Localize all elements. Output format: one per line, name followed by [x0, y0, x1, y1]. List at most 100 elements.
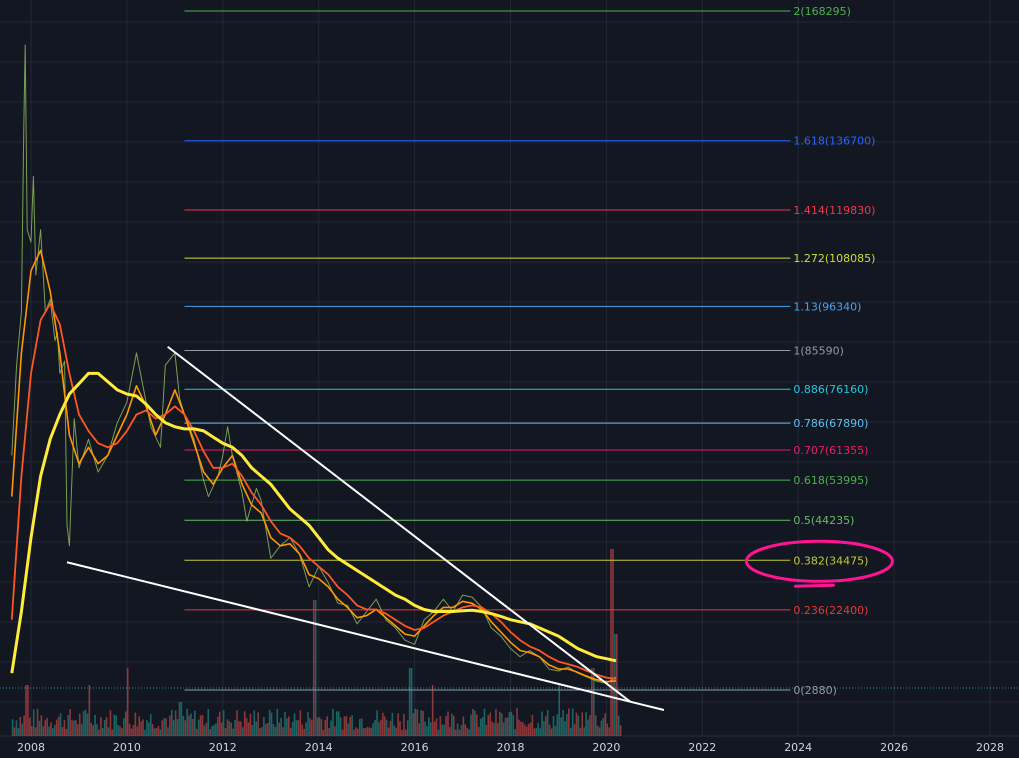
volume-bar [268, 709, 271, 736]
volume-bar [558, 685, 561, 736]
volume-bar [589, 715, 591, 736]
volume-bar [274, 727, 277, 736]
volume-bar [447, 711, 449, 736]
volume-bar [115, 715, 117, 736]
volume-bar [393, 725, 396, 736]
x-tick-label: 2008 [17, 741, 45, 754]
volume-bar [84, 709, 87, 736]
volume-bar [257, 712, 259, 736]
volume-bar [94, 714, 96, 736]
volume-bar [489, 712, 492, 736]
volume-bar [429, 722, 432, 736]
volume-bar [266, 722, 269, 736]
volume-bar [615, 634, 618, 736]
volume-bar [27, 685, 29, 736]
volume-bar [203, 725, 206, 736]
volume-bar [614, 634, 616, 736]
fib-level-label: 1.618(136700) [793, 135, 875, 148]
volume-bar [405, 729, 407, 736]
volume-bar [86, 713, 89, 736]
volume-bar [222, 710, 225, 736]
volume-bar [564, 721, 566, 736]
volume-bar [345, 716, 348, 736]
volume-bar [180, 702, 183, 736]
volume-bar [144, 729, 146, 736]
volume-bar [107, 727, 110, 736]
volume-bar [577, 715, 580, 736]
volume-bar [29, 717, 31, 736]
volume-bar [587, 719, 589, 736]
volume-bar [454, 729, 457, 736]
volume-bar [276, 708, 279, 736]
fib-level-label: 0.382(34475) [793, 554, 868, 567]
volume-bar [207, 708, 210, 736]
volume-bar [502, 722, 505, 736]
volume-bar [282, 727, 284, 736]
volume-bar [230, 722, 233, 736]
volume-bar [562, 710, 564, 736]
volume-bar [92, 725, 94, 736]
volume-bar [418, 723, 421, 736]
volume-bar [343, 716, 346, 736]
x-tick-label: 2020 [592, 741, 620, 754]
volume-bar [96, 724, 98, 736]
volume-bar [44, 720, 47, 736]
x-tick-label: 2028 [976, 741, 1004, 754]
volume-bar [550, 728, 553, 736]
volume-bar [253, 710, 256, 736]
volume-bar [278, 722, 281, 736]
volume-bar [259, 728, 261, 736]
volume-bar [326, 716, 328, 736]
volume-bar [358, 719, 361, 736]
volume-bar [65, 728, 68, 736]
volume-bar [376, 710, 378, 736]
volume-bar [391, 712, 394, 736]
annotation-ellipse [744, 539, 894, 583]
volume-bar [479, 718, 482, 736]
volume-bar [322, 729, 325, 736]
volume-bar [109, 710, 112, 736]
volume-bar [399, 721, 401, 736]
volume-bar [525, 726, 528, 736]
volume-bar [560, 717, 562, 736]
volume-bar [385, 719, 388, 736]
volume-bar [341, 729, 344, 736]
volume-bar [184, 720, 187, 736]
volume-bar [568, 708, 570, 736]
volume-bar [228, 721, 231, 736]
volume-bar [21, 723, 24, 736]
volume-bar [569, 727, 572, 736]
volume-bar [335, 711, 338, 736]
volume-bar [324, 719, 327, 736]
volume-bar [130, 728, 133, 736]
volume-bar [312, 600, 315, 736]
volume-bar [475, 714, 478, 736]
volume-bar [241, 727, 244, 736]
volume-bar [347, 723, 350, 736]
volume-bar [140, 721, 142, 736]
volume-bar [171, 710, 173, 736]
volume-bar [174, 710, 177, 736]
volume-bar [128, 723, 131, 736]
volume-bar [190, 713, 192, 736]
volume-bar [188, 715, 190, 736]
volume-bar [334, 726, 336, 736]
volume-bar [134, 712, 137, 736]
fib-level-label: 1.414(119830) [793, 204, 875, 217]
volume-bar [456, 723, 459, 736]
volume-bar [54, 724, 56, 736]
volume-bar [215, 723, 217, 736]
volume-bar [389, 720, 392, 736]
volume-bar [234, 719, 236, 736]
volume-bar [556, 714, 559, 736]
volume-bar [117, 724, 119, 736]
volume-bar [362, 728, 365, 736]
volume-bar [103, 719, 106, 736]
x-tick-label: 2018 [497, 741, 525, 754]
volume-bar [247, 722, 250, 736]
annotation [744, 539, 894, 588]
volume-bar [78, 713, 81, 736]
volume-bar [518, 719, 520, 736]
volume-bar [573, 724, 576, 736]
